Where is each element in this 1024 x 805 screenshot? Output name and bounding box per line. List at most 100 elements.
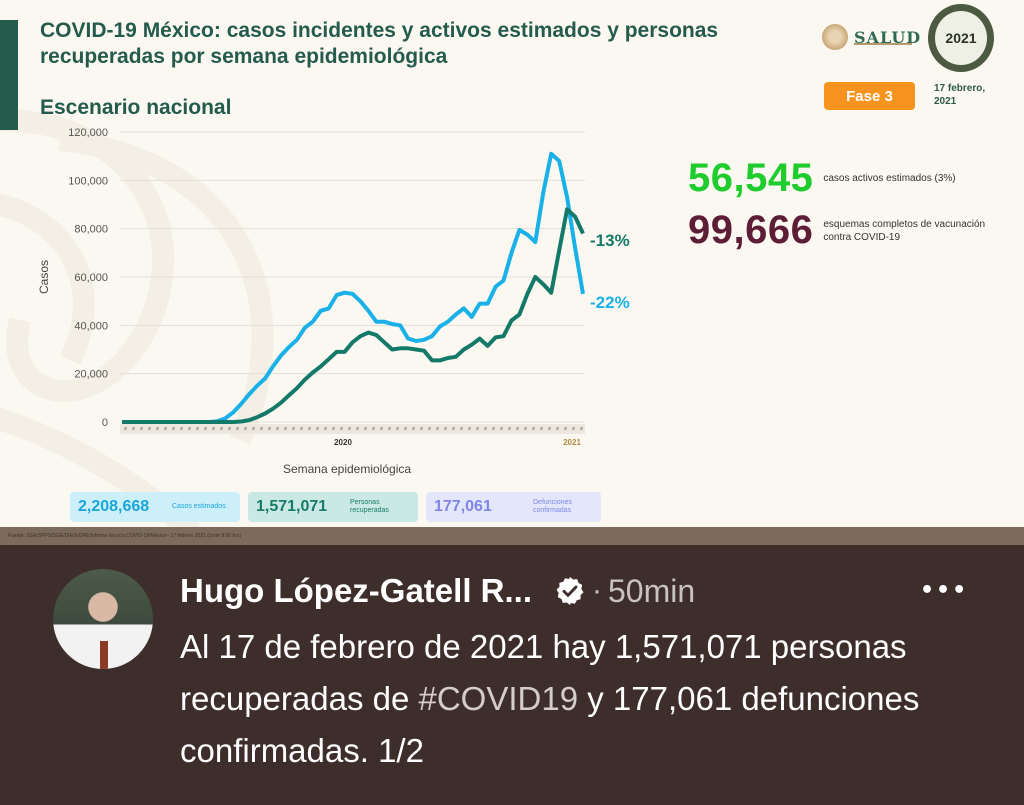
summary-deaths-label: Defunciones confirmadas [533, 499, 572, 514]
x-axis-week-band [120, 424, 585, 434]
x-week-tick [444, 427, 447, 430]
x-week-tick [124, 427, 127, 430]
summary-estimated-cases: 2,208,668 Casos estimados [70, 492, 240, 522]
summary-estimated-cases-value: 2,208,668 [78, 498, 150, 515]
x-week-tick [260, 427, 263, 430]
x-axis-week-ticks [124, 427, 583, 430]
infographic-slide: COVID-19 México: casos incidentes y acti… [0, 0, 1024, 527]
y-tick-label: 80,000 [74, 224, 108, 236]
x-group-label-2021: 2021 [563, 438, 581, 447]
x-week-tick [276, 427, 279, 430]
recovered-change-annotation: -13% [590, 231, 630, 250]
slide-title: COVID-19 México: casos incidentes y acti… [40, 19, 719, 68]
x-week-tick [452, 427, 455, 430]
x-week-tick [332, 427, 335, 430]
x-week-tick [500, 427, 503, 430]
hashtag-link[interactable]: #COVID19 [418, 680, 579, 717]
x-week-tick [572, 427, 575, 430]
x-week-tick [476, 427, 479, 430]
summary-deaths: 177,061 Defunciones confirmadas [426, 492, 601, 522]
chart-gridlines [120, 131, 585, 423]
x-week-tick [564, 427, 567, 430]
x-week-tick [228, 427, 231, 430]
x-week-tick [148, 427, 151, 430]
summary-recovered-label: Personas recuperadas [350, 499, 389, 514]
salud-logo: SALUD [822, 24, 921, 50]
summary-recovered-value: 1,571,071 [256, 498, 328, 515]
x-week-tick [388, 427, 391, 430]
x-week-tick [484, 427, 487, 430]
y-tick-label: 120,000 [68, 127, 108, 139]
x-week-tick [316, 427, 319, 430]
mexico-2021-logo-text: 2021 [945, 30, 977, 46]
tweet[interactable]: Hugo López-Gatell R... · 50min ••• Al 17… [0, 545, 1024, 805]
salud-logo-text: SALUD [854, 27, 922, 47]
x-group-label-2020: 2020 [334, 438, 352, 447]
kpi-vaccination: 99,666 esquemas completos de vacunación … [688, 208, 998, 253]
title-accent-bar [0, 20, 18, 130]
x-week-tick [236, 427, 239, 430]
source-note: Fuente: SSA/SPPS/DGE/DIE/InDRE/Informe t… [0, 527, 1024, 545]
x-week-tick [292, 427, 295, 430]
x-week-tick [252, 427, 255, 430]
x-week-tick [140, 427, 143, 430]
x-week-tick [348, 427, 351, 430]
phase-badge: Fase 3 [824, 82, 915, 110]
cases-change-annotation: -22% [590, 293, 630, 312]
y-tick-label: 100,000 [68, 175, 108, 187]
x-week-tick [180, 427, 183, 430]
summary-recovered: 1,571,071 Personas recuperadas [248, 492, 418, 522]
x-week-tick [156, 427, 159, 430]
y-tick-label: 0 [102, 417, 108, 429]
tweet-text-part-2: y 177,061 defunciones confirmadas. 1/2 [180, 680, 920, 769]
kpi-active-cases-value: 56,545 [688, 156, 814, 200]
x-week-tick [340, 427, 343, 430]
more-options-icon[interactable]: ••• [920, 578, 969, 603]
x-axis-label: Semana epidemiológica [283, 462, 411, 476]
x-week-tick [428, 427, 431, 430]
tweet-header: Hugo López-Gatell R... · 50min [180, 569, 695, 613]
summary-estimated-cases-label: Casos estimados [172, 503, 226, 510]
x-week-tick [172, 427, 175, 430]
y-tick-label: 20,000 [74, 369, 108, 381]
y-axis-ticks: 0 20,000 40,000 60,000 80,000 100,000 120,000 [68, 127, 108, 429]
x-week-tick [196, 427, 199, 430]
series-line-recovered [122, 207, 585, 424]
kpi-active-cases-label: casos activos estimados (3%) [823, 173, 956, 184]
series-line-estimated-cases [122, 151, 585, 424]
x-week-tick [460, 427, 463, 430]
avatar-tie-detail [100, 641, 108, 669]
mexico-2021-logo: 2021 [928, 4, 994, 72]
author-avatar[interactable] [53, 569, 153, 669]
x-week-tick [396, 427, 399, 430]
y-axis-label: Casos [37, 260, 51, 294]
kpi-active-cases: 56,545 casos activos estimados (3%) [688, 156, 998, 201]
salud-logo-subline [854, 43, 912, 45]
line-chart: 020,00040,00060,00080,000100,000120,000 … [37, 127, 630, 476]
x-week-tick [492, 427, 495, 430]
x-week-tick [164, 427, 167, 430]
x-week-tick [508, 427, 511, 430]
kpi-vaccination-label: esquemas completos de vacunación contra … [823, 218, 986, 243]
x-week-tick [244, 427, 247, 430]
x-week-tick [204, 427, 207, 430]
x-week-tick [468, 427, 471, 430]
tweet-timestamp[interactable]: 50min [608, 572, 696, 609]
x-week-tick [524, 427, 527, 430]
summary-deaths-value: 177,061 [434, 498, 492, 515]
x-week-tick [436, 427, 439, 430]
x-week-tick [532, 427, 535, 430]
x-week-tick [268, 427, 271, 430]
mexico-seal-icon [822, 24, 848, 50]
x-week-tick [556, 427, 559, 430]
x-week-tick [372, 427, 375, 430]
author-name[interactable]: Hugo López-Gatell R... [180, 572, 532, 609]
x-week-tick [212, 427, 215, 430]
x-week-tick [300, 427, 303, 430]
x-week-tick [308, 427, 311, 430]
x-week-tick [356, 427, 359, 430]
x-week-tick [380, 427, 383, 430]
x-week-tick [364, 427, 367, 430]
x-week-tick [420, 427, 423, 430]
slide-subtitle: Escenario nacional [40, 96, 232, 119]
